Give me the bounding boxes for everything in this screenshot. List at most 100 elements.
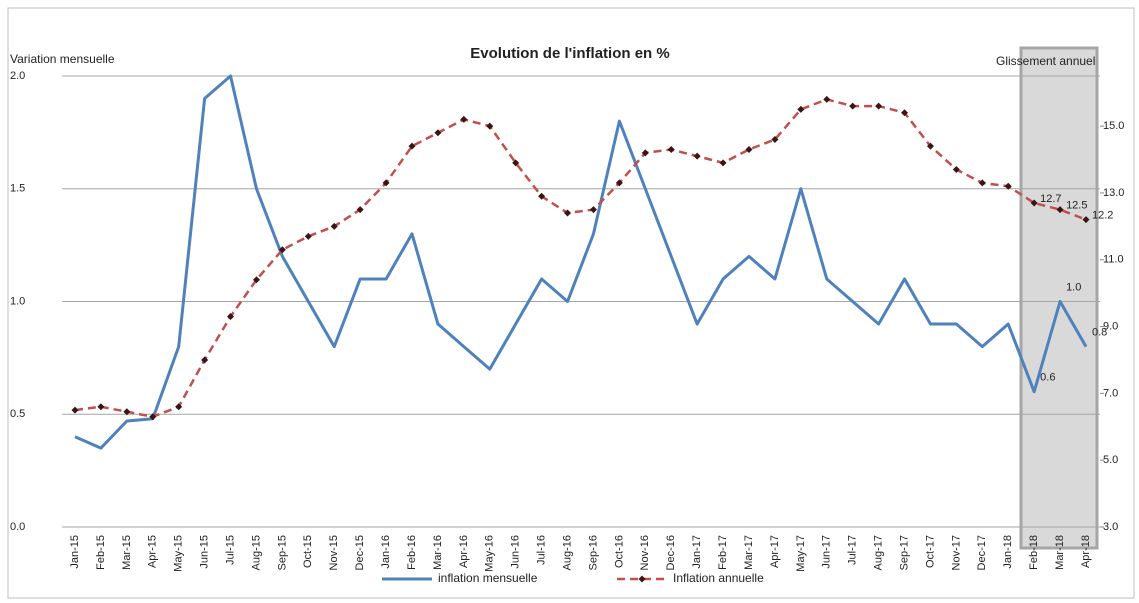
x-tick-label: Nov-15	[328, 535, 340, 570]
point-marker	[849, 102, 857, 110]
legend-label: Inflation annuelle	[673, 571, 764, 585]
series-line	[74, 74, 1088, 450]
point-marker	[538, 192, 546, 200]
point-marker	[408, 142, 416, 150]
point-marker	[952, 166, 960, 174]
x-tick-label: Jun-16	[510, 535, 522, 569]
data-label: 0.6	[1040, 372, 1055, 384]
x-tick-label: Jul-17	[847, 535, 859, 565]
point-marker	[486, 122, 494, 130]
x-tick-label: May-15	[173, 535, 185, 572]
point-marker	[252, 276, 260, 284]
point-marker	[797, 105, 805, 113]
point-marker	[97, 403, 105, 411]
legend-marker	[638, 575, 646, 583]
point-marker	[227, 313, 235, 321]
point-marker	[304, 232, 312, 240]
x-tick-label: Aug-17	[873, 535, 885, 570]
x-tick-label: Apr-15	[147, 535, 159, 568]
point-marker	[745, 145, 753, 153]
y2-tick-label: 11.0	[1103, 254, 1124, 266]
x-tick-label: Oct-17	[924, 535, 936, 568]
y-tick-label: 0.5	[10, 408, 25, 420]
point-marker	[175, 403, 183, 411]
x-tick-label: Apr-17	[769, 535, 781, 568]
y-tick-label: 1.0	[10, 295, 25, 307]
point-marker	[1082, 216, 1090, 224]
x-tick-label: Jun-15	[199, 535, 211, 569]
point-marker	[1056, 206, 1064, 214]
point-marker	[1004, 182, 1012, 190]
point-marker	[667, 145, 675, 153]
point-marker	[1030, 199, 1038, 207]
x-tick-label: Jul-16	[536, 535, 548, 565]
x-tick-label: Jul-15	[224, 535, 236, 565]
data-label: 12.7	[1040, 193, 1061, 205]
legend-label: inflation mensuelle	[438, 571, 538, 585]
x-tick-label: Dec-16	[665, 535, 677, 570]
point-marker	[434, 129, 442, 137]
point-marker	[512, 159, 520, 167]
point-marker	[123, 408, 131, 416]
point-marker	[926, 142, 934, 150]
x-tick-label: Nov-16	[639, 535, 651, 570]
y2-tick-label: 5.0	[1103, 454, 1118, 466]
point-marker	[719, 159, 727, 167]
y-tick-label: 0.0	[10, 521, 25, 533]
point-marker	[823, 95, 831, 103]
y2-tick-label: 13.0	[1103, 187, 1124, 199]
x-tick-label: Sep-17	[898, 535, 910, 570]
x-tick-label: Mar-15	[121, 535, 133, 570]
y2-tick-label: 3.0	[1103, 521, 1118, 533]
point-marker	[589, 206, 597, 214]
data-label: 1.0	[1066, 281, 1081, 293]
y-axis-title: Variation mensuelle	[10, 52, 115, 66]
y-tick-label: 1.5	[10, 183, 25, 195]
x-tick-label: May-16	[484, 535, 496, 572]
x-tick-label: May-17	[795, 535, 807, 572]
x-tick-label: Feb-15	[95, 535, 107, 570]
y2-axis-title: Glissement annuel	[996, 54, 1095, 68]
point-marker	[356, 206, 364, 214]
point-marker	[901, 109, 909, 117]
x-tick-label: Jan-16	[380, 535, 392, 569]
x-tick-label: Apr-16	[458, 535, 470, 568]
x-tick-label: Apr-18	[1080, 535, 1092, 568]
point-marker	[460, 115, 468, 123]
x-tick-label: Nov-17	[950, 535, 962, 570]
point-marker	[278, 246, 286, 254]
point-marker	[71, 406, 79, 414]
y2-tick-label: 9.0	[1103, 320, 1118, 332]
x-tick-label: Feb-16	[406, 535, 418, 570]
x-tick-label: Dec-15	[354, 535, 366, 570]
point-marker	[978, 179, 986, 187]
x-tick-label: Feb-17	[717, 535, 729, 570]
y-tick-label: 2.0	[10, 70, 25, 82]
y2-tick-label: 15.0	[1103, 120, 1124, 132]
point-marker	[330, 222, 338, 230]
x-tick-label: Feb-18	[1028, 535, 1040, 570]
x-tick-label: Oct-15	[302, 535, 314, 568]
point-marker	[615, 179, 623, 187]
point-marker	[693, 152, 701, 160]
x-tick-label: Mar-17	[743, 535, 755, 570]
x-tick-label: Sep-15	[276, 535, 288, 570]
x-tick-label: Jan-18	[1002, 535, 1014, 569]
point-marker	[875, 102, 883, 110]
x-tick-label: Aug-16	[561, 535, 573, 570]
data-label: 12.2	[1092, 210, 1113, 222]
x-tick-label: Mar-16	[432, 535, 444, 570]
x-tick-label: Mar-18	[1054, 535, 1066, 570]
data-label: 0.8	[1092, 327, 1107, 339]
x-tick-label: Aug-15	[250, 535, 262, 570]
x-tick-label: Jan-15	[69, 535, 81, 569]
x-tick-label: Oct-16	[613, 535, 625, 568]
point-marker	[382, 179, 390, 187]
point-marker	[641, 149, 649, 157]
y2-tick-label: 7.0	[1103, 387, 1118, 399]
highlight-box	[1019, 46, 1099, 550]
x-tick-label: Sep-16	[587, 535, 599, 570]
data-label: 12.5	[1066, 200, 1087, 212]
point-marker	[771, 135, 779, 143]
